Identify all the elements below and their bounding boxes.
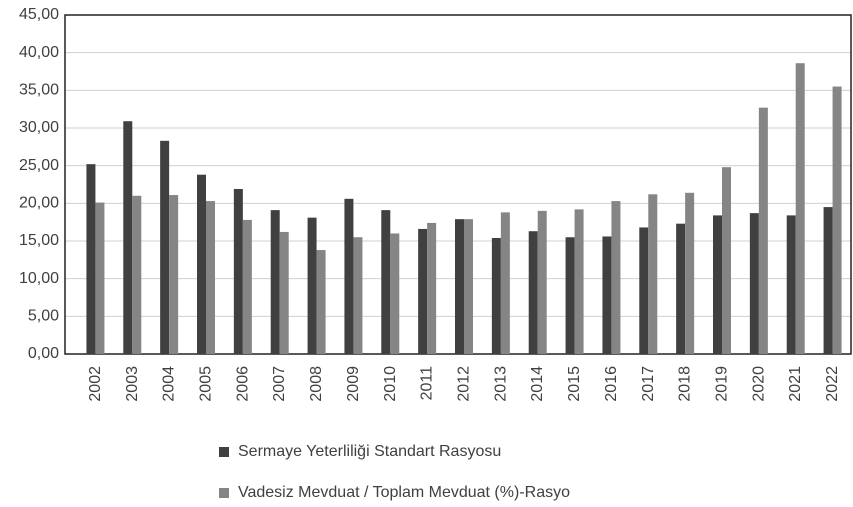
bar: [95, 202, 105, 354]
y-tick-label: 20,00: [19, 195, 59, 212]
bar: [86, 164, 96, 354]
bar: [390, 233, 400, 354]
x-tick-label: 2002: [87, 366, 104, 402]
bar: [242, 219, 252, 354]
y-tick-label: 5,00: [28, 308, 59, 325]
bar: [418, 228, 428, 354]
bar: [713, 215, 722, 354]
bar: [758, 107, 768, 354]
bar: [676, 223, 686, 354]
bar: [565, 237, 575, 354]
bar: [132, 195, 142, 354]
y-tick-label: 15,00: [19, 232, 59, 249]
bar: [381, 210, 391, 354]
bar: [169, 195, 179, 354]
bar: [427, 222, 437, 354]
bar: [685, 192, 695, 354]
legend-swatch: [219, 447, 229, 457]
y-tick-label: 25,00: [19, 157, 59, 174]
bar: [123, 121, 133, 354]
bar: [639, 227, 649, 354]
bar: [648, 194, 658, 354]
bar: [832, 86, 842, 355]
bar: [537, 210, 547, 354]
legend-swatch: [219, 488, 229, 498]
bar: [574, 209, 584, 354]
bar: [611, 201, 621, 354]
bar: [795, 63, 805, 355]
x-tick-label: 2004: [161, 366, 178, 402]
x-tick-label: 2018: [677, 366, 694, 402]
bar: [722, 167, 731, 354]
x-tick-label: 2006: [234, 366, 251, 402]
bar: [279, 231, 289, 354]
x-tick-label: 2005: [198, 366, 215, 402]
x-tick-label: 2019: [714, 366, 731, 402]
bar: [786, 215, 796, 354]
y-tick-label: 35,00: [19, 82, 59, 99]
bar: [749, 213, 759, 354]
bar: [500, 212, 510, 354]
x-tick-label: 2008: [308, 366, 325, 402]
x-tick-label: 2016: [603, 366, 620, 402]
bar: [491, 237, 501, 354]
bar: [528, 231, 538, 354]
y-tick-label: 30,00: [19, 119, 59, 136]
x-tick-label: 2011: [419, 366, 436, 401]
y-tick-label: 45,00: [19, 6, 59, 23]
legend-label: Vadesiz Mevduat / Toplam Mevduat (%)-Ras…: [238, 484, 570, 501]
bar: [197, 174, 206, 354]
x-tick-label: 2021: [787, 366, 804, 402]
y-tick-label: 10,00: [19, 270, 59, 287]
bar: [823, 207, 833, 354]
x-tick-label: 2022: [824, 366, 841, 402]
bar: [206, 201, 215, 354]
x-tick-label: 2015: [566, 366, 583, 402]
bar: [307, 217, 317, 354]
x-tick-label: 2017: [640, 366, 657, 402]
x-tick-label: 2013: [492, 366, 509, 402]
bar: [316, 250, 326, 354]
bar: [344, 198, 354, 354]
x-tick-label: 2012: [456, 366, 473, 402]
y-tick-label: 0,00: [28, 345, 59, 362]
x-tick-label: 2010: [382, 366, 399, 402]
bar: [602, 236, 612, 354]
x-tick-label: 2020: [750, 366, 767, 402]
legend-label: Sermaye Yeterliliği Standart Rasyosu: [238, 443, 501, 460]
x-tick-label: 2014: [529, 366, 546, 402]
y-tick-label: 40,00: [19, 44, 59, 61]
bar: [353, 237, 363, 354]
bar: [160, 140, 170, 354]
bar: [464, 219, 473, 354]
x-tick-label: 2003: [124, 366, 141, 402]
x-tick-label: 2007: [271, 366, 288, 402]
bar: [455, 219, 464, 354]
x-tick-label: 2009: [345, 366, 362, 402]
bar: [233, 189, 243, 354]
bar: [270, 210, 280, 354]
